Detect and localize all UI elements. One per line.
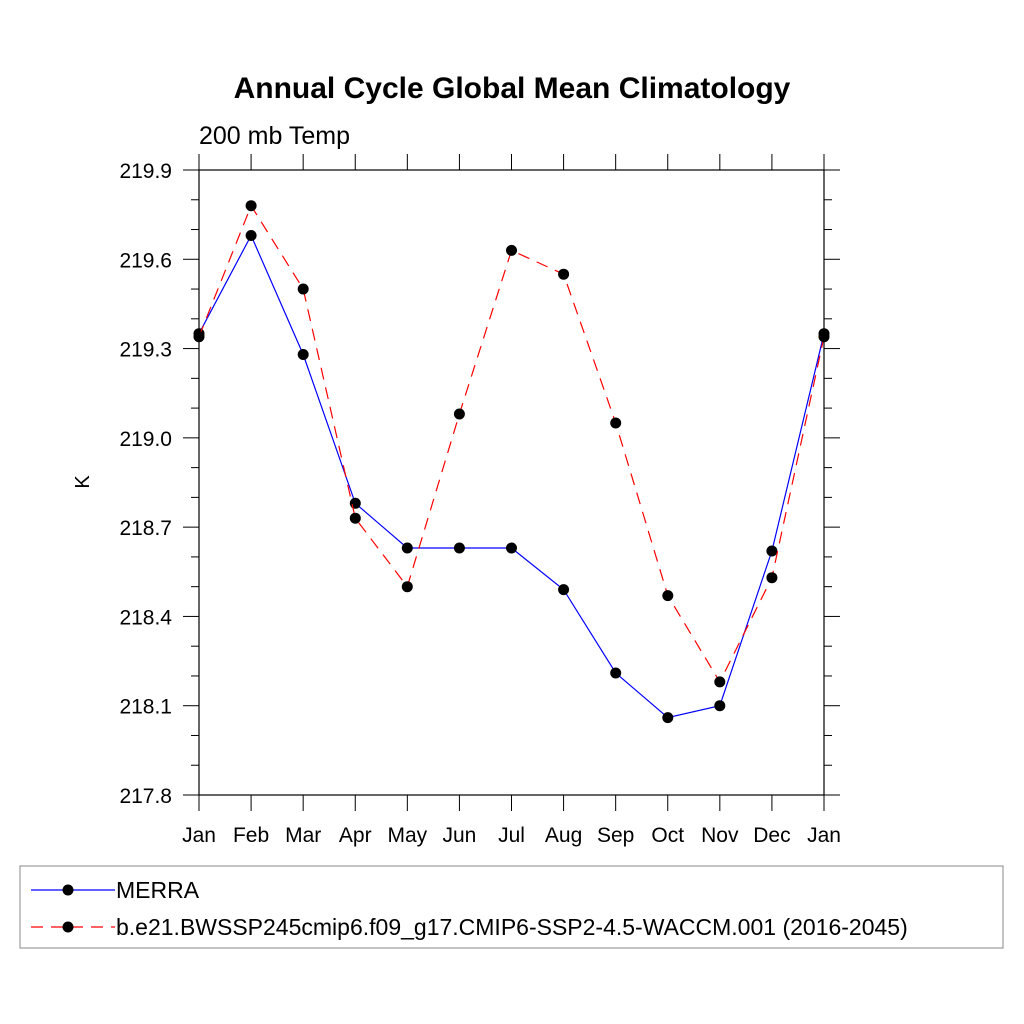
- chart-title: Annual Cycle Global Mean Climatology: [234, 72, 791, 105]
- x-tick-label: Jun: [442, 824, 476, 847]
- y-axis-label: K: [72, 475, 94, 489]
- data-point: [714, 676, 726, 688]
- data-point: [766, 545, 778, 557]
- series-layer: [193, 200, 830, 724]
- data-point: [245, 230, 257, 241]
- legend-marker-merra: [62, 884, 74, 896]
- legend-box: [19, 865, 1004, 949]
- y-tick-label: 219.3: [119, 339, 172, 362]
- x-tick-label: Apr: [339, 824, 372, 847]
- data-point: [818, 331, 830, 343]
- data-point: [714, 700, 726, 712]
- y-tick-label: 218.7: [119, 517, 172, 540]
- x-tick-label: Feb: [233, 824, 269, 847]
- x-tick-label: Jan: [182, 824, 216, 847]
- legend-marker-waccm: [62, 921, 74, 933]
- data-point: [506, 244, 517, 256]
- legend: MERRA b.e21.BWSSP245cmip6.f09_g17.CMIP6-…: [19, 865, 1004, 949]
- x-tick-label: Sep: [597, 824, 634, 847]
- chart-subtitle: 200 mb Temp: [199, 122, 350, 150]
- data-point: [245, 200, 257, 212]
- plot-frame: [198, 169, 825, 796]
- data-point: [558, 584, 570, 596]
- data-point: [453, 542, 465, 554]
- x-tick-label: Dec: [753, 824, 790, 847]
- data-point: [610, 667, 622, 679]
- series-line: [198, 204, 825, 684]
- data-point: [193, 331, 205, 343]
- x-tick-label: Mar: [285, 824, 321, 847]
- y-tick-label: 217.8: [119, 785, 172, 808]
- axes: 217.8 218.1 218.4 218.7 219.0 219.3 219.6 219.9…: [119, 154, 841, 847]
- x-tick-label: Oct: [651, 824, 684, 847]
- y-tick-label: 219.9: [119, 160, 172, 183]
- data-point: [610, 417, 622, 429]
- data-point: [297, 283, 309, 295]
- data-point: [297, 349, 309, 360]
- series-1: [193, 200, 830, 688]
- series-0: [193, 230, 830, 724]
- legend-label-waccm: b.e21.BWSSP245cmip6.f09_g17.CMIP6-SSP2-4…: [116, 914, 908, 940]
- data-point: [401, 581, 413, 593]
- x-tick-label: Jan: [807, 824, 841, 847]
- data-point: [453, 408, 465, 420]
- data-point: [349, 512, 361, 524]
- data-point: [349, 497, 361, 509]
- y-tick-label: 219.0: [119, 428, 172, 451]
- y-tick-label: 218.1: [119, 696, 172, 719]
- data-point: [558, 268, 570, 280]
- x-tick-label: May: [387, 824, 427, 847]
- x-tick-label: Jul: [498, 824, 525, 847]
- data-point: [662, 590, 674, 602]
- x-tick-label: Aug: [545, 824, 582, 847]
- data-point: [506, 542, 517, 554]
- legend-label-merra: MERRA: [116, 877, 200, 903]
- series-line: [198, 234, 825, 719]
- x-tick-label: Nov: [701, 824, 739, 847]
- y-tick-label: 219.6: [119, 249, 172, 272]
- data-point: [401, 542, 413, 554]
- data-point: [662, 712, 674, 724]
- y-tick-label: 218.4: [119, 606, 172, 629]
- data-point: [766, 572, 778, 584]
